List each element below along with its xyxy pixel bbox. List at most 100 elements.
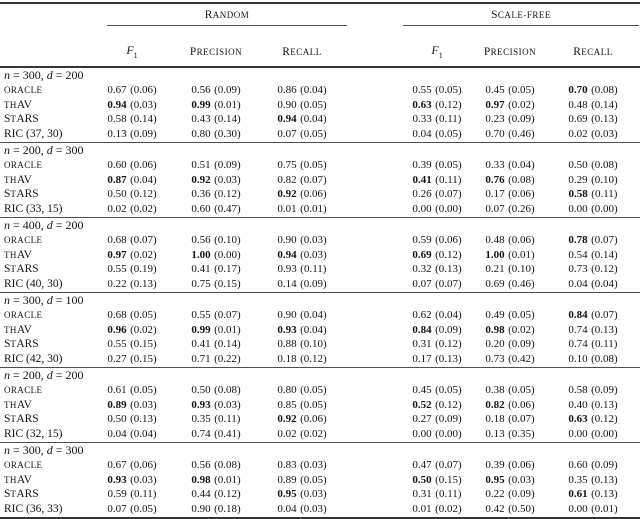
value-cell: 0.74 (0.41) [172, 427, 260, 442]
metric-sd: (0.05) [130, 383, 157, 396]
value-cell: 0.07 (0.05) [92, 502, 172, 518]
metric-sd: (0.02) [130, 248, 157, 261]
math-variable: d [46, 142, 53, 157]
value-cell: 0.41 (0.17) [172, 262, 260, 277]
metric-sd: (0.06) [508, 233, 535, 246]
metric-value: 0.63 [412, 98, 432, 111]
block-label-text: = 300, [10, 292, 47, 307]
method-label: ORACLE [0, 233, 92, 248]
metric-value: 0.75 [277, 158, 297, 171]
value-cell: 0.89 (0.05) [260, 473, 344, 488]
metric-sd: (0.03) [300, 503, 327, 516]
metric-sd: (0.03) [214, 398, 241, 411]
metric-value: 0.93 [277, 263, 297, 276]
metric-sd: (0.03) [508, 473, 535, 486]
metric-sd: (0.04) [300, 308, 327, 321]
block-header-label: n = 300, d = 300 [0, 441, 640, 458]
metric-sd: (0.07) [591, 308, 618, 321]
metric-value: 0.59 [412, 233, 432, 246]
metric-sd: (0.03) [130, 98, 157, 111]
metric-sd: (0.14) [591, 248, 618, 261]
method-row: RIC (32, 15) 0.04 (0.04) 0.74 (0.41) 0.02 (0.0… [0, 427, 640, 442]
value-cell: 0.82 (0.06) [474, 398, 546, 413]
method-label-smallcaps: T [10, 189, 17, 200]
group-gap-cell [344, 98, 400, 113]
value-cell: 0.94 (0.04) [260, 112, 344, 127]
metric-sd: (0.12) [214, 188, 241, 201]
metric-sd: (0.46) [508, 278, 535, 291]
group-gap-cell [344, 323, 400, 338]
value-cell: 0.90 (0.18) [172, 502, 260, 518]
metric-value: 0.47 [412, 458, 432, 471]
metric-value: 0.56 [191, 83, 211, 96]
value-cell: 0.04 (0.04) [546, 277, 640, 292]
value-cell: 0.35 (0.11) [172, 412, 260, 427]
group-gap-cell [344, 112, 400, 127]
metric-value: 0.69 [485, 278, 505, 291]
scale-free-group-underline: SCALE-FREE [403, 5, 640, 26]
metric-value: 0.94 [277, 248, 297, 261]
method-row: THAV 0.87 (0.04) 0.92 (0.03) 0.82 (0.07) 0.41 (0… [0, 173, 640, 188]
method-label: STARS [0, 187, 92, 202]
value-cell: 0.95 (0.03) [474, 473, 546, 488]
block-label-text: = 200 [52, 367, 84, 382]
precision-label: P [189, 46, 197, 58]
value-cell: 0.99 (0.01) [172, 98, 260, 113]
value-cell: 0.92 (0.06) [260, 412, 344, 427]
method-label: RIC (36, 33) [0, 502, 92, 518]
recall-label-smallcaps: ECALL [290, 47, 322, 57]
metric-value: 0.07 [277, 128, 297, 141]
metric-value: 0.50 [107, 413, 127, 426]
metric-value: 0.48 [485, 233, 505, 246]
metric-value: 0.86 [277, 83, 297, 96]
value-cell: 0.56 (0.09) [172, 83, 260, 98]
metric-value: 0.52 [412, 398, 432, 411]
random-group-underline: RANDOM [107, 5, 348, 26]
value-cell: 0.41 (0.14) [172, 337, 260, 352]
math-variable: n [4, 68, 10, 82]
block-label-text: = 200 [52, 68, 84, 82]
value-cell: 0.73 (0.12) [546, 262, 640, 277]
method-label-text: RIC (36, 33) [4, 503, 63, 516]
method-label-text: ARS [16, 188, 39, 201]
group-gap-cell [344, 398, 400, 413]
value-cell: 0.18 (0.12) [260, 352, 344, 367]
metric-value: 0.78 [568, 233, 588, 246]
metric-sd: (0.07) [591, 233, 618, 246]
metric-value: 0.55 [412, 83, 432, 96]
value-cell: 0.55 (0.07) [172, 308, 260, 323]
value-cell: 0.62 (0.04) [400, 308, 474, 323]
value-cell: 0.90 (0.04) [260, 308, 344, 323]
value-cell: 0.88 (0.10) [260, 337, 344, 352]
group-gap-cell [344, 202, 400, 217]
metric-value: 0.50 [191, 383, 211, 396]
metric-sd: (0.12) [435, 398, 462, 411]
metric-value: 0.42 [485, 503, 505, 516]
method-label-text: RIC (33, 15) [4, 203, 63, 216]
value-cell: 0.55 (0.19) [92, 262, 172, 277]
value-cell: 0.04 (0.05) [400, 127, 474, 142]
method-label: ORACLE [0, 383, 92, 398]
metric-value: 0.07 [107, 503, 127, 516]
metric-value: 0.98 [485, 323, 505, 336]
value-cell: 0.18 (0.07) [474, 412, 546, 427]
metric-sd: (0.08) [591, 353, 618, 366]
metric-value: 0.88 [277, 338, 297, 351]
metric-value: 0.17 [412, 353, 432, 366]
value-cell: 0.50 (0.08) [172, 383, 260, 398]
metric-value: 0.80 [277, 383, 297, 396]
value-cell: 0.45 (0.05) [474, 83, 546, 98]
method-label: THAV [0, 98, 92, 113]
metric-value: 0.62 [412, 308, 432, 321]
group-gap-cell [344, 187, 400, 202]
metric-value: 0.31 [412, 338, 432, 351]
corner-cell [0, 26, 92, 68]
value-cell: 0.89 (0.03) [92, 398, 172, 413]
metric-sd: (0.17) [214, 263, 241, 276]
math-variable: d [46, 442, 53, 457]
value-cell: 0.67 (0.06) [92, 458, 172, 473]
method-label-smallcaps: T [10, 114, 17, 125]
value-cell: 0.58 (0.09) [546, 383, 640, 398]
metric-sd: (0.01) [508, 248, 535, 261]
metric-value: 0.95 [277, 488, 297, 501]
